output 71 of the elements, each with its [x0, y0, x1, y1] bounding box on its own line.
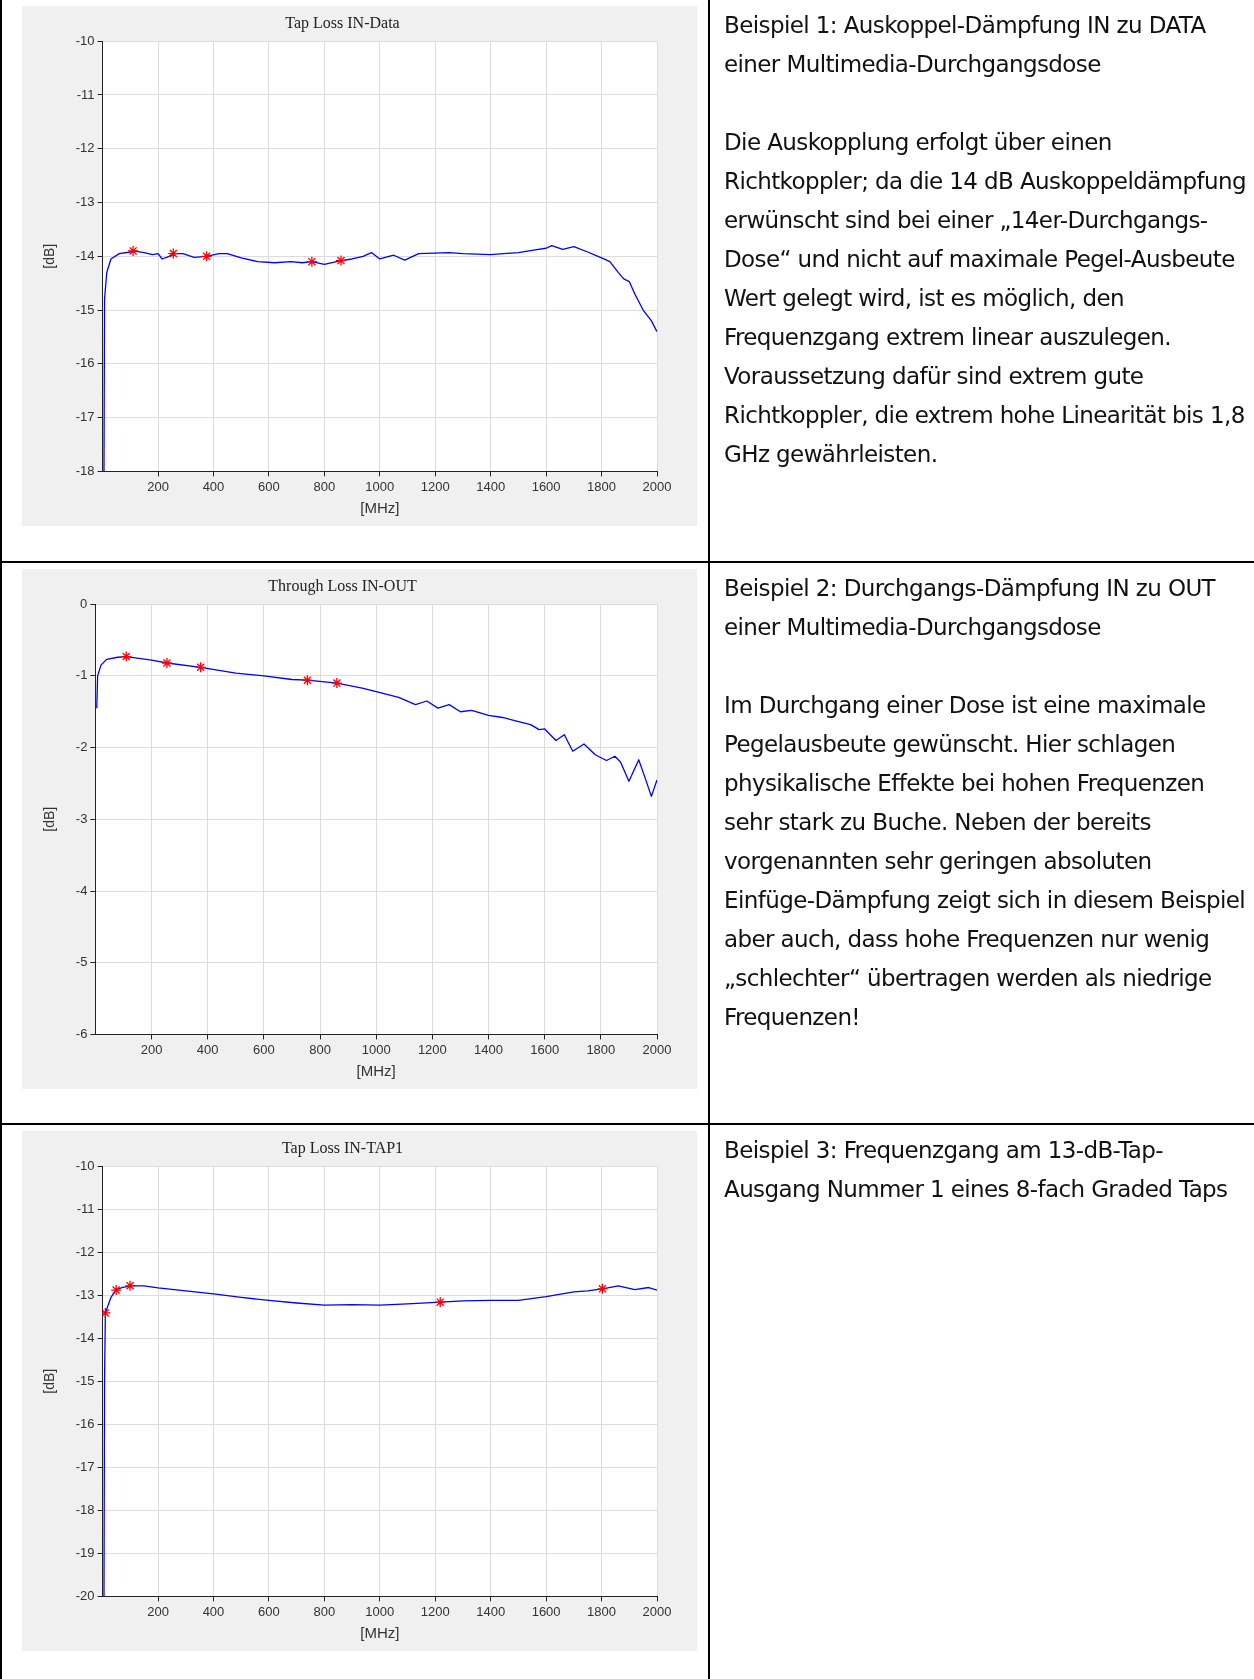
y-tick-label: -16	[75, 355, 95, 371]
x-tick-label: 1600	[531, 478, 561, 494]
y-tick-label: -15	[75, 301, 95, 317]
text: Beispiel 2: Durchgangs-Dämpfung IN zu OUT einer Multimedia-Durchgangsdose	[724, 574, 1217, 642]
x-tick-label: 400	[202, 478, 225, 494]
y-tick-label: -4	[75, 882, 88, 898]
x-tick-label: 1400	[476, 478, 506, 494]
x-tick-label: 1600	[530, 1041, 560, 1057]
y-tick-label: -5	[75, 954, 88, 970]
x-tick-label: 800	[309, 1041, 331, 1057]
x-tick-label: 1200	[420, 478, 450, 494]
y-tick-label: -13	[75, 1286, 95, 1302]
x-tick-label: 800	[313, 478, 336, 494]
x-tick-label: 600	[258, 478, 280, 494]
x-tick-label: 600	[253, 1041, 275, 1057]
x-tick-label: 1200	[417, 1041, 447, 1057]
x-tick-label: 200	[147, 1603, 169, 1619]
y-tick-label: -13	[75, 194, 95, 210]
text: Beispiel 1: Auskoppel-Dämpfung IN zu DATA einer Multimedia-Durchgangsdose	[724, 11, 1207, 79]
x-axis-title: [MHz]	[360, 499, 400, 517]
text: Beispiel 3: Frequenzgang am 13-dB-Tap-Ausgang Nummer 1 eines 8-fach Graded Taps	[724, 1136, 1229, 1204]
y-tick-label: -17	[75, 1458, 95, 1474]
x-tick-label: 400	[196, 1041, 219, 1057]
y-tick-label: -2	[75, 739, 88, 755]
x-tick-label: 1200	[420, 1603, 450, 1619]
y-tick-label: -10	[75, 32, 95, 48]
y-tick-label: -11	[76, 86, 95, 102]
y-tick-label: -6	[75, 1025, 88, 1041]
x-tick-label: 1800	[587, 1603, 617, 1619]
x-tick-label: 1800	[586, 1041, 616, 1057]
y-tick-label: -18	[75, 1501, 95, 1517]
x-tick-label: 1800	[587, 478, 617, 494]
text: Die Auskopplung erfolgt über einen Richtkoppler; da die 14 dB Auskoppeldämpfung erwünscht sind bei einer „14er-Durchgangs-Dose“ und nicht auf maximale Pegel-Ausbeute Wert gelegt wird, ist es möglich, den Frequenzgang extrem linear auszulegen. Voraussetzung dafür sind extrem gute Richtkoppler, die extrem hohe Linearität bis 1,8 GHz gewährleisten.	[724, 129, 1246, 467]
x-tick-label: 400	[202, 1603, 225, 1619]
y-tick-label: -3	[75, 810, 88, 826]
y-axis-title: [dB]	[41, 243, 58, 269]
x-tick-label: 1000	[365, 1603, 395, 1619]
text: Im Durchgang einer Dose ist eine maximale Pegelausbeute gewünscht. Hier schlagen physikalische Effekte bei hohen Frequenzen sehr stark zu Buche. Neben der bereits vorgenannten sehr geringen absoluten Einfüge-Dämpfung zeigt sich in diesem Beispiel aber auch, dass hohe Frequenzen nur wenig „schlechter“ übertragen werden als niedrige Frequenzen!	[724, 692, 1246, 1030]
y-tick-label: -10	[75, 1157, 95, 1173]
x-tick-label: 800	[313, 1603, 336, 1619]
y-tick-label: -15	[75, 1372, 95, 1388]
x-tick-label: 200	[147, 478, 169, 494]
y-axis-title: [dB]	[41, 806, 58, 832]
y-tick-label: -20	[75, 1587, 95, 1603]
chart-title: Tap Loss IN-Data	[285, 13, 400, 32]
x-axis-title: [MHz]	[356, 1062, 396, 1080]
x-tick-label: 2000	[642, 1041, 672, 1057]
x-axis-title: [MHz]	[360, 1624, 400, 1642]
y-tick-label: -18	[75, 462, 95, 478]
y-tick-label: -14	[75, 1329, 95, 1345]
x-tick-label: 200	[140, 1041, 163, 1057]
y-axis-title: [dB]	[41, 1368, 58, 1394]
x-tick-label: 600	[258, 1603, 280, 1619]
y-tick-label: -12	[75, 140, 95, 156]
y-tick-label: -14	[75, 247, 95, 263]
y-tick-label: -12	[75, 1243, 95, 1259]
x-tick-label: 1400	[476, 1603, 506, 1619]
x-tick-label: 1000	[361, 1041, 391, 1057]
x-tick-label: 2000	[642, 1603, 672, 1619]
x-tick-label: 2000	[642, 478, 672, 494]
x-tick-label: 1400	[474, 1041, 503, 1057]
x-tick-label: 1000	[365, 478, 395, 494]
chart-title: Tap Loss IN-TAP1	[281, 1138, 404, 1157]
y-tick-label: -11	[76, 1200, 95, 1216]
chart-title: Through Loss IN-OUT	[268, 576, 417, 595]
x-tick-label: 1600	[531, 1603, 561, 1619]
y-tick-label: -1	[75, 667, 88, 683]
y-tick-label: -17	[75, 409, 95, 425]
y-tick-label: -16	[75, 1415, 95, 1431]
y-tick-label: -19	[75, 1544, 95, 1560]
y-tick-label: 0	[80, 595, 88, 611]
